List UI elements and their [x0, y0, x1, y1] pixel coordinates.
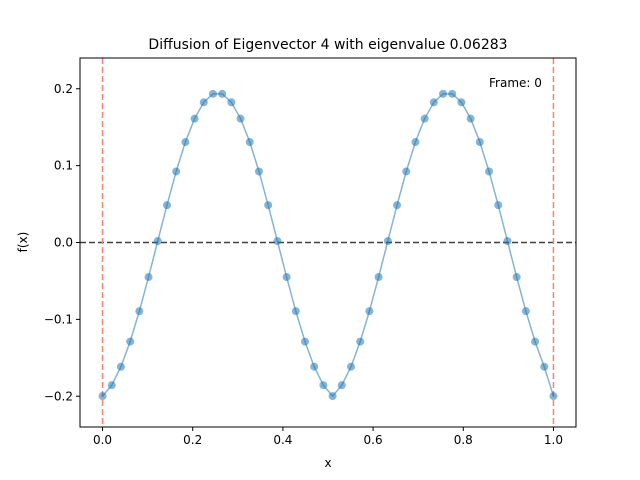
y-tick-label: −0.1: [44, 312, 73, 326]
data-point: [531, 337, 540, 346]
chart-title: Diffusion of Eigenvector 4 with eigenval…: [148, 37, 507, 53]
data-point: [98, 392, 107, 401]
data-point: [485, 167, 494, 176]
data-point: [126, 337, 135, 346]
y-tick-label: 0.0: [54, 236, 73, 250]
data-point: [181, 138, 190, 147]
data-point: [319, 381, 328, 390]
data-point: [475, 138, 484, 147]
data-point: [144, 273, 153, 282]
series-line-0: [101, 93, 555, 398]
data-point: [346, 362, 355, 371]
data-point: [337, 381, 346, 390]
x-tick-label: 1.0: [544, 433, 563, 447]
data-point: [264, 201, 273, 210]
data-point: [356, 337, 365, 346]
data-point: [328, 392, 337, 401]
data-point: [199, 98, 208, 107]
data-point: [116, 362, 125, 371]
y-tick-label: 0.2: [54, 82, 73, 96]
y-tick-label: 0.1: [54, 159, 73, 173]
x-tick-label: 0.8: [454, 433, 473, 447]
data-point: [190, 114, 199, 123]
data-point: [153, 237, 162, 246]
data-point: [365, 307, 374, 316]
data-point: [494, 201, 503, 210]
data-point: [301, 337, 310, 346]
frame-annotation: Frame: 0: [489, 76, 542, 90]
data-point: [448, 89, 457, 98]
data-point: [429, 98, 438, 107]
y-tick-label: −0.2: [44, 389, 73, 403]
data-point: [457, 98, 466, 107]
data-point: [245, 138, 254, 147]
x-tick-label: 0.2: [183, 433, 202, 447]
data-point: [282, 273, 291, 282]
x-tick-label: 0.0: [93, 433, 112, 447]
plot-area: [80, 58, 576, 427]
data-point: [512, 273, 521, 282]
data-point: [402, 167, 411, 176]
data-point: [291, 307, 300, 316]
data-point: [208, 89, 217, 98]
data-point: [162, 201, 171, 210]
data-point: [549, 392, 558, 401]
data-point: [310, 362, 319, 371]
data-point: [393, 201, 402, 210]
x-tick-label: 0.4: [273, 433, 292, 447]
data-point: [383, 237, 392, 246]
data-point: [273, 237, 282, 246]
data-point: [172, 167, 181, 176]
data-point: [218, 89, 227, 98]
data-point: [466, 114, 475, 123]
data-point: [540, 362, 549, 371]
data-point: [521, 307, 530, 316]
x-tick-label: 0.6: [364, 433, 383, 447]
data-point: [254, 167, 263, 176]
data-point: [227, 98, 236, 107]
data-point: [236, 114, 245, 123]
y-axis-label: f(x): [16, 232, 30, 253]
data-point: [107, 381, 116, 390]
axis-ticks: 0.0 0.2 0.4 0.6 0.8 1.0 −0.2 −0.1 0.0 0.1 0.2: [44, 82, 563, 447]
data-point: [374, 273, 383, 282]
x-axis-label: x: [324, 456, 331, 470]
data-point: [503, 237, 512, 246]
data-point: [439, 89, 448, 98]
data-point: [411, 138, 420, 147]
data-point: [420, 114, 429, 123]
data-point: [135, 307, 144, 316]
